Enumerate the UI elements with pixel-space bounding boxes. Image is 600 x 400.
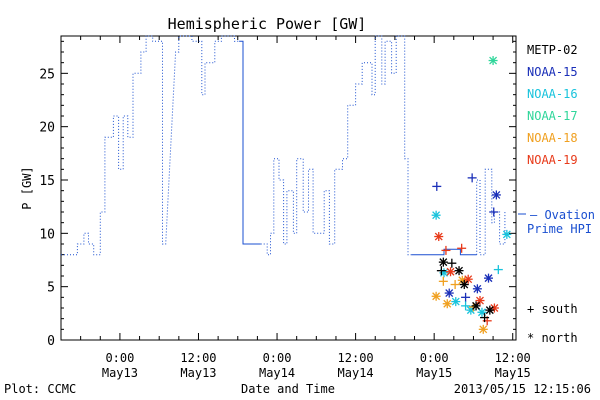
footer-timestamp: 2013/05/15 12:15:06 xyxy=(454,382,591,396)
noaa-19-marker-south xyxy=(441,245,451,255)
noaa-16-marker-north xyxy=(431,210,441,220)
x-axis-label: Date and Time xyxy=(241,382,335,396)
x-tick-label-date: May15 xyxy=(416,366,452,380)
noaa-15-marker-south xyxy=(461,292,471,302)
metp-02-marker-north xyxy=(485,305,495,315)
noaa-18-marker-south xyxy=(450,280,460,290)
noaa-19-marker-north xyxy=(446,267,456,277)
x-tick-label-date: May15 xyxy=(495,366,531,380)
chart-title: Hemispheric Power [GW] xyxy=(168,15,367,33)
noaa-17-marker-north xyxy=(488,56,498,66)
x-tick-label-date: May14 xyxy=(259,366,295,380)
legend-noaa-19: NOAA-19 xyxy=(527,153,578,167)
metp-02-marker-north xyxy=(459,280,469,290)
metp-02-marker-north xyxy=(454,266,464,276)
legend-noaa-15: NOAA-15 xyxy=(527,65,578,79)
noaa-19-marker-north xyxy=(475,296,485,306)
noaa-19-marker-north xyxy=(434,232,444,242)
legend-metp-02: METP-02 xyxy=(527,43,578,57)
legend-south-marker: + south xyxy=(527,302,578,316)
metp-02-marker-south xyxy=(480,313,490,323)
y-axis-label: P [GW] xyxy=(20,166,34,209)
plot-area-frame xyxy=(60,35,517,341)
y-tick-label: 5 xyxy=(47,281,55,296)
noaa-16-marker-south xyxy=(461,301,471,311)
x-tick-label-time: 12:00 xyxy=(180,351,216,365)
noaa-18-marker-north xyxy=(442,299,452,309)
legend-model-line2: Prime HPI xyxy=(527,222,592,236)
model-line-segment-dotted xyxy=(476,168,506,256)
noaa-15-marker-north xyxy=(444,288,454,298)
y-tick-label: 25 xyxy=(39,67,55,82)
noaa-19-marker-north xyxy=(463,274,473,284)
x-tick-label-time: 0:00 xyxy=(420,351,449,365)
noaa-18-marker-south xyxy=(438,276,448,286)
x-tick-label-date: May13 xyxy=(102,366,138,380)
footer-plot-credit: Plot: CCMC xyxy=(4,382,76,396)
noaa-15-marker-north xyxy=(472,284,482,294)
legend-noaa-16: NOAA-16 xyxy=(527,87,578,101)
legend-north-marker: * north xyxy=(527,331,578,345)
noaa-16-marker-north xyxy=(451,297,461,307)
y-tick-label: 15 xyxy=(39,174,55,189)
metp-02-marker-south xyxy=(447,258,457,268)
legend-noaa-17: NOAA-17 xyxy=(527,109,578,123)
noaa-15-marker-north xyxy=(491,190,501,200)
legend-noaa-18: NOAA-18 xyxy=(527,131,578,145)
model-line-segment-solid xyxy=(411,248,477,256)
metp-02-marker-south xyxy=(436,266,446,276)
model-series-lines xyxy=(61,35,506,256)
x-tick-label-date: May14 xyxy=(338,366,374,380)
noaa-15-marker-north xyxy=(484,273,494,283)
satellite-markers xyxy=(431,56,512,334)
noaa-15-marker-south xyxy=(467,173,477,183)
noaa-16-marker-north xyxy=(502,229,512,239)
metp-02-marker-north xyxy=(471,301,481,311)
x-tick-label-date: May13 xyxy=(180,366,216,380)
axis-ticks: 05101520250:00May1312:00May130:00May1412… xyxy=(39,36,531,380)
y-tick-label: 10 xyxy=(39,227,55,242)
legend-model-line1: — Ovation xyxy=(530,208,595,222)
noaa-18-marker-north xyxy=(478,324,488,334)
noaa-16-marker-south xyxy=(493,265,503,275)
x-tick-label-time: 0:00 xyxy=(263,351,292,365)
x-tick-label-time: 12:00 xyxy=(495,351,531,365)
noaa-19-marker-south xyxy=(457,243,467,253)
noaa-15-marker-south xyxy=(489,207,499,217)
model-line-segment-dotted xyxy=(260,35,412,256)
metp-02-marker-north xyxy=(438,257,448,267)
noaa-15-marker-south xyxy=(432,181,442,191)
y-tick-label: 20 xyxy=(39,121,55,136)
model-line-segment-solid xyxy=(239,40,261,245)
x-tick-label-time: 12:00 xyxy=(338,351,374,365)
model-line-segment-dotted xyxy=(61,35,240,256)
noaa-18-marker-north xyxy=(431,291,441,301)
x-tick-label-time: 0:00 xyxy=(105,351,134,365)
y-tick-label: 0 xyxy=(47,334,55,349)
legend: METP-02 NOAA-15 NOAA-16 NOAA-17 NOAA-18 … xyxy=(518,43,595,345)
